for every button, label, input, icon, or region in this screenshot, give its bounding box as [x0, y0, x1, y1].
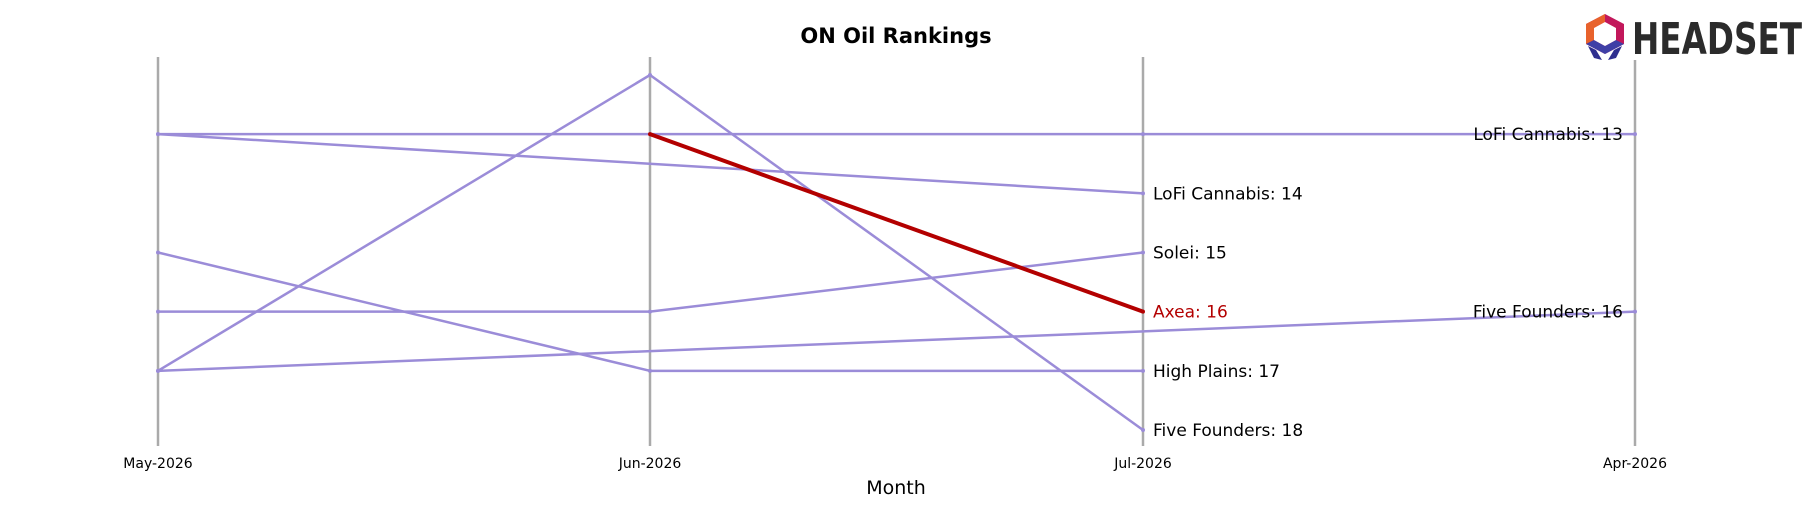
series-line: [157, 310, 1636, 373]
series-end-label: Five Founders: 16: [1473, 303, 1623, 323]
brand-name: HEADSET: [1632, 14, 1802, 65]
series-end-label: Five Founders: 18: [1153, 421, 1303, 441]
headset-logo: HEADSET: [1586, 14, 1802, 65]
series-point: [1141, 368, 1145, 373]
series-point: [156, 132, 160, 137]
series-point: [1633, 132, 1637, 137]
end-labels: LoFi Cannabis: 13 LoFi Cannabis: 14 Solei:…: [1153, 125, 1623, 441]
series-end-label: Solei: 15: [1153, 244, 1227, 264]
series-point: [1141, 132, 1145, 137]
series-end-label: LoFi Cannabis: 13: [1473, 125, 1623, 145]
headset-hexagon-logo-icon: [1586, 14, 1624, 60]
highlight-series-line: [649, 132, 1144, 314]
series-point: [1141, 191, 1145, 196]
x-tick-label: Jun-2026: [618, 456, 682, 472]
series-point: [648, 309, 652, 314]
x-axis-label: Month: [866, 477, 926, 499]
series-end-label: Axea: 16: [1153, 303, 1228, 323]
x-tick-label: May-2026: [123, 456, 192, 472]
x-tick-label: Apr-2026: [1603, 456, 1667, 472]
series-point: [648, 368, 652, 373]
series-point: [156, 368, 160, 373]
x-tick-label: Jul-2026: [1113, 456, 1172, 472]
series-point: [1141, 309, 1145, 314]
series-line: [157, 132, 1144, 195]
series-end-label: LoFi Cannabis: 14: [1153, 184, 1303, 204]
chart-title: ON Oil Rankings: [800, 24, 991, 48]
series-lines: [156, 73, 1637, 432]
series-point: [1633, 309, 1637, 314]
series-point: [156, 309, 160, 314]
series-point: [648, 132, 652, 137]
series-end-label: High Plains: 17: [1153, 362, 1280, 382]
series-point: [156, 250, 160, 255]
series-point: [648, 73, 652, 77]
series-point: [1141, 428, 1145, 432]
series-point: [1141, 250, 1145, 255]
x-tick-labels: May-2026 Jun-2026 Jul-2026 Apr-2026: [123, 456, 1667, 472]
